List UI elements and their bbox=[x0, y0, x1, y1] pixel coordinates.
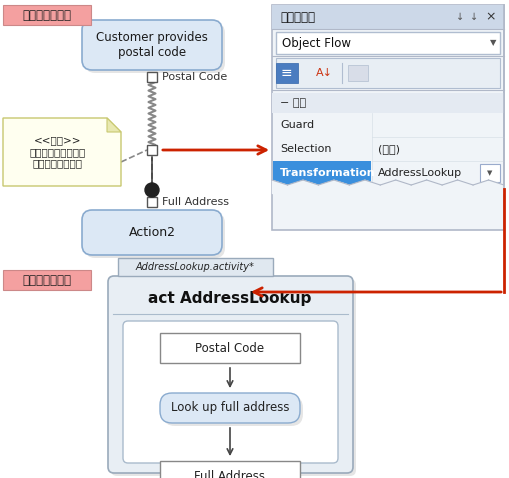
Text: Object Flow: Object Flow bbox=[281, 36, 350, 50]
Text: Guard: Guard bbox=[279, 120, 314, 130]
Text: AddressLookup.activity*: AddressLookup.activity* bbox=[135, 262, 254, 272]
Polygon shape bbox=[3, 118, 121, 186]
Text: ▼: ▼ bbox=[487, 170, 492, 176]
FancyBboxPatch shape bbox=[160, 393, 299, 423]
Text: プロパティ: プロパティ bbox=[279, 11, 315, 23]
FancyBboxPatch shape bbox=[82, 20, 221, 70]
Text: AddressLookup: AddressLookup bbox=[377, 168, 461, 178]
Polygon shape bbox=[107, 118, 121, 132]
Text: Look up full address: Look up full address bbox=[171, 402, 289, 414]
Text: (なし): (なし) bbox=[377, 144, 399, 154]
Bar bbox=[347, 65, 367, 81]
Text: ↓: ↓ bbox=[455, 12, 463, 22]
Text: Transformation: Transformation bbox=[279, 168, 375, 178]
FancyBboxPatch shape bbox=[85, 23, 224, 73]
Bar bbox=[271, 5, 503, 29]
Bar bbox=[160, 333, 299, 363]
Text: Action2: Action2 bbox=[128, 226, 175, 239]
Text: ダイアグラム２: ダイアグラム２ bbox=[22, 273, 71, 286]
Text: Postal Code: Postal Code bbox=[162, 72, 227, 82]
Bar bbox=[118, 258, 272, 276]
Bar bbox=[147, 197, 157, 207]
Bar bbox=[271, 93, 503, 113]
Text: Full Address: Full Address bbox=[194, 469, 265, 478]
FancyBboxPatch shape bbox=[85, 213, 224, 258]
Bar bbox=[147, 72, 157, 82]
Text: act AddressLookup: act AddressLookup bbox=[148, 291, 311, 305]
Text: ×: × bbox=[485, 11, 495, 23]
Bar bbox=[147, 145, 157, 155]
Text: − 動作: − 動作 bbox=[279, 98, 305, 108]
Bar bbox=[275, 58, 499, 88]
FancyBboxPatch shape bbox=[111, 279, 355, 476]
Text: ≡: ≡ bbox=[279, 66, 291, 80]
Text: Selection: Selection bbox=[279, 144, 331, 154]
Bar bbox=[160, 461, 299, 478]
FancyBboxPatch shape bbox=[108, 276, 352, 473]
Text: Postal Code: Postal Code bbox=[195, 341, 264, 355]
Text: ↓: ↓ bbox=[469, 12, 477, 22]
Text: ▼: ▼ bbox=[489, 39, 495, 47]
Text: ダイアグラム１: ダイアグラム１ bbox=[22, 9, 71, 22]
FancyBboxPatch shape bbox=[123, 321, 337, 463]
Bar bbox=[271, 5, 503, 230]
Text: A↓: A↓ bbox=[315, 68, 332, 78]
Bar bbox=[275, 32, 499, 54]
Text: Full Address: Full Address bbox=[162, 197, 229, 207]
Bar bbox=[3, 270, 91, 290]
Bar bbox=[479, 164, 499, 182]
Bar bbox=[275, 63, 297, 83]
Bar bbox=[272, 161, 370, 185]
FancyBboxPatch shape bbox=[82, 210, 221, 255]
Text: <<変換>>
郵便番号から完全な
住所を検索します: <<変換>> 郵便番号から完全な 住所を検索します bbox=[30, 135, 86, 169]
Text: Customer provides
postal code: Customer provides postal code bbox=[96, 31, 208, 59]
Circle shape bbox=[145, 183, 159, 197]
Bar bbox=[3, 5, 91, 25]
FancyBboxPatch shape bbox=[163, 396, 302, 426]
